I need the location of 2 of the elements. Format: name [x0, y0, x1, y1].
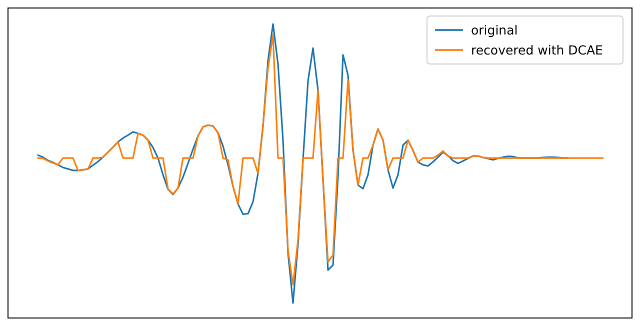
legend-label: original [471, 22, 518, 38]
legend-label: recovered with DCAE [471, 42, 604, 58]
